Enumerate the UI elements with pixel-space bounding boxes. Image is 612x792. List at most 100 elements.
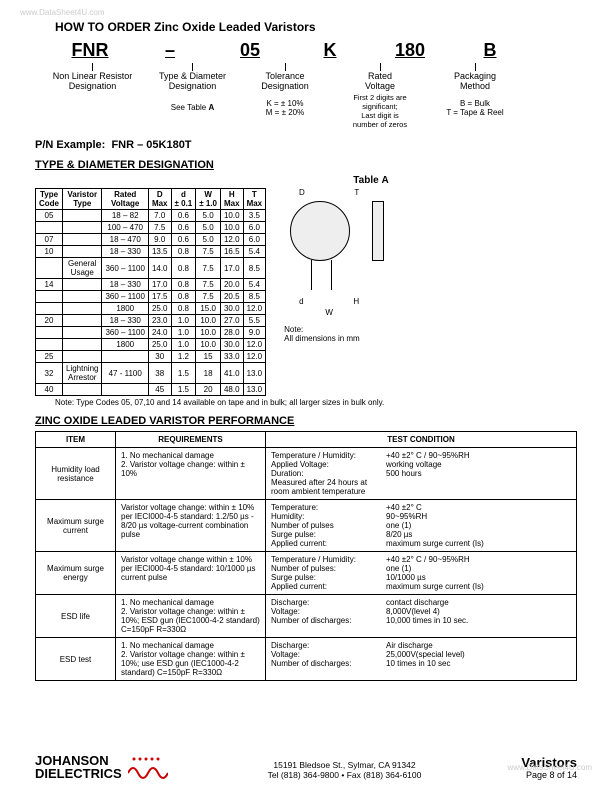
table-cell: 5.5 xyxy=(243,315,266,327)
table-cell: 0.8 xyxy=(171,303,196,315)
table-cell: 10.0 xyxy=(196,315,221,327)
perf-item: Maximum surge energy xyxy=(36,552,116,595)
table-row: 180025.01.010.030.012.0 xyxy=(36,339,266,351)
table-row: Maximum surge energyVaristor voltage cha… xyxy=(36,552,577,595)
perf-tc: Discharge:Air dischargeVoltage:25,000V(s… xyxy=(266,638,577,681)
table-cell: 18 xyxy=(196,363,221,384)
performance-table: ITEM REQUIREMENTS TEST CONDITION Humidit… xyxy=(35,431,577,681)
perf-item: Maximum surge current xyxy=(36,500,116,552)
table-row: 0718 – 4709.00.65.012.06.0 xyxy=(36,234,266,246)
table-cell: 10 xyxy=(36,246,63,258)
table-cell: 0.8 xyxy=(171,258,196,279)
order-labels-row: Non Linear Resistor Designation Type & D… xyxy=(45,63,577,129)
table-cell: 6.0 xyxy=(243,222,266,234)
table-row: 360 – 110017.50.87.520.58.5 xyxy=(36,291,266,303)
table-cell: 23.0 xyxy=(148,315,171,327)
table-row: ESD life1. No mechanical damage 2. Varis… xyxy=(36,595,577,638)
table-cell: 360 – 1100 xyxy=(102,291,148,303)
table-cell: 10.0 xyxy=(220,210,243,222)
tableA-title: TYPE & DIAMETER DESIGNATION xyxy=(35,159,577,171)
table-cell xyxy=(63,303,102,315)
table-cell: 17.5 xyxy=(148,291,171,303)
table-cell: 16.5 xyxy=(220,246,243,258)
perf-tc: Temperature:+40 ±2° CHumidity:90~95%RHNu… xyxy=(266,500,577,552)
table-cell xyxy=(63,384,102,396)
table-cell: 47 - 1100 xyxy=(102,363,148,384)
table-row: Maximum surge currentVaristor voltage ch… xyxy=(36,500,577,552)
table-cell: 100 – 470 xyxy=(102,222,148,234)
table-cell: 30.0 xyxy=(220,339,243,351)
tableA-caption: Table A xyxy=(165,175,577,186)
table-cell: 07 xyxy=(36,234,63,246)
table-row: 360 – 110024.01.010.028.09.0 xyxy=(36,327,266,339)
table-cell: 0.8 xyxy=(171,246,196,258)
perf-req: Varistor voltage change within ± 10% per… xyxy=(116,552,266,595)
perf-item: ESD test xyxy=(36,638,116,681)
perf-item: ESD life xyxy=(36,595,116,638)
table-cell: 18 – 330 xyxy=(102,246,148,258)
page-footer: JOHANSON DIELECTRICS 15191 Bledsoe St., … xyxy=(35,754,577,780)
table-cell xyxy=(36,222,63,234)
table-cell: 6.0 xyxy=(243,234,266,246)
footer-phone: Tel (818) 364-9800 • Fax (818) 364-6100 xyxy=(268,770,422,780)
table-cell: 48.0 xyxy=(220,384,243,396)
tableA-header: d ± 0.1 xyxy=(171,189,196,210)
table-cell: 360 – 1100 xyxy=(102,258,148,279)
col-label-4: Packaging Method xyxy=(454,71,496,91)
footer-address: 15191 Bledsoe St., Sylmar, CA 91342 xyxy=(268,760,422,770)
table-cell: 10.0 xyxy=(220,222,243,234)
table-cell xyxy=(36,303,63,315)
table-cell xyxy=(63,339,102,351)
table-cell xyxy=(63,210,102,222)
table-cell xyxy=(63,246,102,258)
perf-title: ZINC OXIDE LEADED VARISTOR PERFORMANCE xyxy=(35,415,577,427)
tableA-header: Type Code xyxy=(36,189,63,210)
table-cell: 1800 xyxy=(102,339,148,351)
col-sub-4: B = Bulk T = Tape & Reel xyxy=(446,99,503,117)
table-row: 40451.52048.013.0 xyxy=(36,384,266,396)
table-cell: 10.0 xyxy=(196,327,221,339)
table-cell xyxy=(102,384,148,396)
table-cell: 3.5 xyxy=(243,210,266,222)
table-cell: Lightning Arrestor xyxy=(63,363,102,384)
table-cell: 25.0 xyxy=(148,339,171,351)
table-row: 25301.21533.012.0 xyxy=(36,351,266,363)
company-logo-icon xyxy=(128,755,168,779)
tableA-header: Rated Voltage xyxy=(102,189,148,210)
table-cell: 41.0 xyxy=(220,363,243,384)
table-row: 180025.00.815.030.012.0 xyxy=(36,303,266,315)
table-cell: 1.0 xyxy=(171,339,196,351)
table-cell: 1.0 xyxy=(171,327,196,339)
table-cell: 5.0 xyxy=(196,234,221,246)
table-row: Humidity load resistance1. No mechanical… xyxy=(36,448,577,500)
table-cell: 1.5 xyxy=(171,384,196,396)
table-cell xyxy=(36,339,63,351)
table-cell xyxy=(63,351,102,363)
perf-h-item: ITEM xyxy=(36,432,116,448)
table-cell: 5.0 xyxy=(196,222,221,234)
table-cell xyxy=(63,315,102,327)
table-cell: 15 xyxy=(196,351,221,363)
code-b: B xyxy=(465,40,515,61)
table-row: 1018 – 33013.50.87.516.55.4 xyxy=(36,246,266,258)
col-label-0: Non Linear Resistor Designation xyxy=(53,71,133,91)
table-row: 1418 – 33017.00.87.520.05.4 xyxy=(36,279,266,291)
table-cell: 12.0 xyxy=(243,303,266,315)
table-row: 0518 – 827.00.65.010.03.5 xyxy=(36,210,266,222)
table-cell: 20 xyxy=(196,384,221,396)
table-cell: 20.0 xyxy=(220,279,243,291)
code-fnr: FNR xyxy=(65,40,115,61)
perf-req: 1. No mechanical damage 2. Varistor volt… xyxy=(116,595,266,638)
table-cell: 0.8 xyxy=(171,291,196,303)
table-cell xyxy=(63,234,102,246)
table-cell xyxy=(63,291,102,303)
col-label-2: Tolerance Designation xyxy=(261,71,309,91)
table-cell: 45 xyxy=(148,384,171,396)
table-cell: 12.0 xyxy=(220,234,243,246)
table-cell: 1.5 xyxy=(171,363,196,384)
perf-h-tc: TEST CONDITION xyxy=(266,432,577,448)
perf-req: Varistor voltage change: within ± 10% pe… xyxy=(116,500,266,552)
perf-tc: Discharge:contact dischargeVoltage:8,000… xyxy=(266,595,577,638)
table-a: Type CodeVaristor TypeRated VoltageD Max… xyxy=(35,188,266,396)
table-cell: 18 – 330 xyxy=(102,279,148,291)
